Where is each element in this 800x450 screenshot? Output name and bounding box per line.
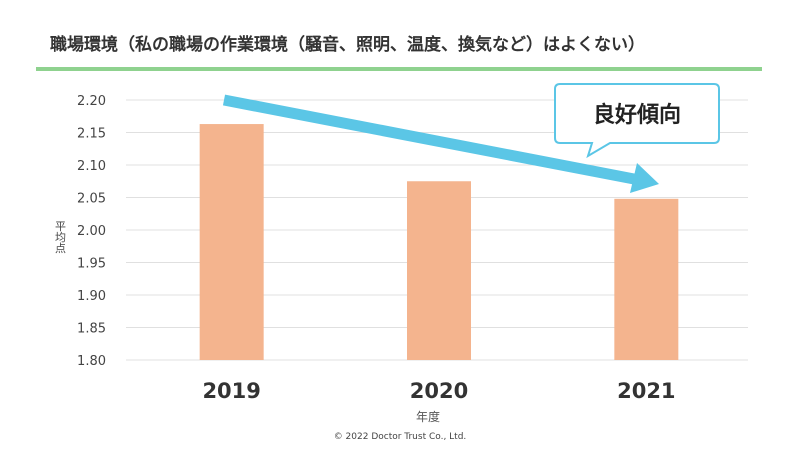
y-tick-label: 1.80 <box>77 354 106 369</box>
y-tick-label: 2.05 <box>77 192 106 207</box>
y-axis-tick-labels: 1.80 1.85 1.90 1.95 2.00 2.05 2.10 2.15 2.20 <box>77 94 106 369</box>
bar-2019 <box>199 124 264 360</box>
callout-bubble <box>554 83 720 159</box>
y-tick-label: 2.20 <box>77 94 106 109</box>
trend-arrow-head <box>630 163 659 193</box>
y-tick-label: 2.00 <box>77 224 106 239</box>
x-tick-label: 2019 <box>202 379 260 403</box>
bars <box>199 124 679 360</box>
x-axis-tick-labels: 2019 2020 2021 <box>202 379 675 403</box>
y-axis-label: 平均点 <box>54 221 67 255</box>
y-tick-label: 2.10 <box>77 159 106 174</box>
copyright-footer: © 2022 Doctor Trust Co., Ltd. <box>333 432 467 442</box>
annotation-callout: 良好傾向 <box>554 83 720 159</box>
bar-2021 <box>614 198 679 360</box>
callout-text: 良好傾向 <box>593 102 681 128</box>
y-tick-label: 1.95 <box>77 257 106 272</box>
x-tick-label: 2020 <box>410 379 468 403</box>
x-tick-label: 2021 <box>617 379 675 403</box>
bar-2020 <box>407 181 471 360</box>
title-underline <box>36 67 762 71</box>
y-tick-label: 2.15 <box>77 127 106 142</box>
trend-arrow-shaft <box>222 94 636 185</box>
x-axis-label: 年度 <box>416 409 440 424</box>
y-tick-label: 1.90 <box>77 289 106 304</box>
chart-title: 職場環境（私の職場の作業環境（騒音、照明、温度、換気など）はよくない） <box>50 35 645 55</box>
trend-arrow <box>222 94 659 193</box>
y-tick-label: 1.85 <box>77 322 106 337</box>
